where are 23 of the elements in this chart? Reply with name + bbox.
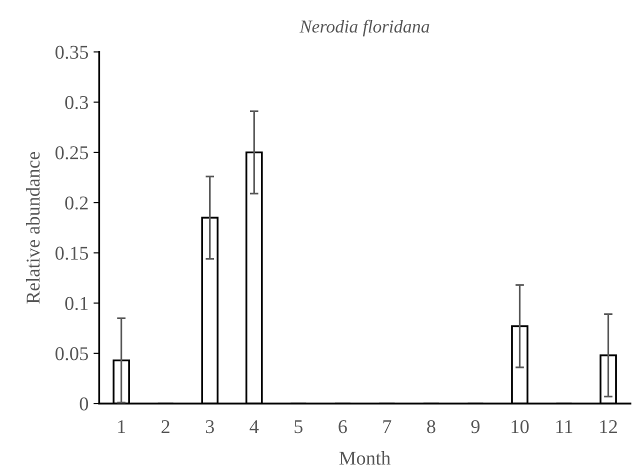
x-tick-label: 2 [162,420,170,434]
y-tick-label: 0.25 [55,146,88,160]
y-tick-label: 0.3 [65,96,88,110]
chart-title: Nerodia floridana [300,20,430,36]
x-tick-label: 8 [427,420,436,434]
y-tick-label: 0.1 [65,296,88,310]
y-tick-label: 0.2 [65,196,88,210]
x-tick-label: 3 [206,420,214,434]
y-tick-label: 0.35 [55,46,88,59]
x-tick-label: 12 [600,420,617,434]
y-tick-label: 0 [80,397,88,410]
x-tick-label: 5 [294,420,302,434]
x-axis-title: Month [339,451,390,465]
x-tick-label: 1 [118,420,126,434]
y-tick-label: 0.15 [55,246,88,260]
x-tick-label: 7 [383,420,392,434]
x-tick-label: 11 [556,420,572,434]
y-axis-title: Relative abundance [26,152,40,304]
y-tick-label: 0.05 [55,347,88,360]
x-tick-label: 9 [471,420,480,434]
x-tick-label: 4 [250,420,259,434]
x-tick-label: 6 [338,420,347,434]
x-tick-label: 10 [512,420,529,434]
